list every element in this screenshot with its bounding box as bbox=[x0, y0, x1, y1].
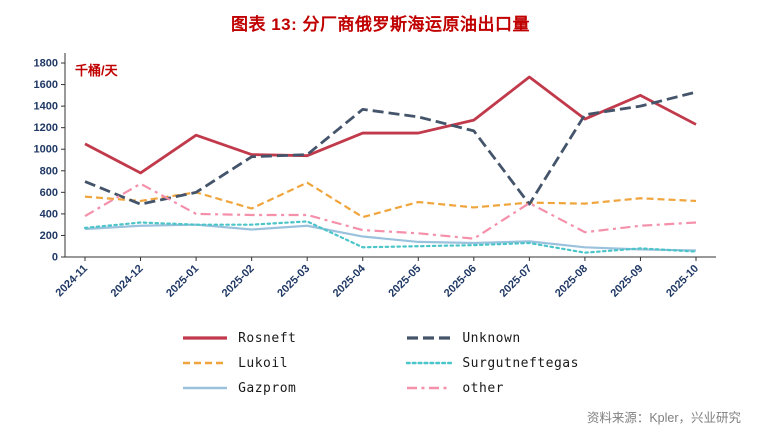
legend-item-other: other bbox=[406, 377, 579, 399]
svg-text:0: 0 bbox=[52, 252, 58, 264]
series-other-line bbox=[84, 182, 697, 240]
y-axis-unit-label: 千桶/天 bbox=[75, 63, 119, 78]
chart-title: 图表 13: 分厂商俄罗斯海运原油出口量 bbox=[230, 15, 531, 34]
legend: Rosneft Lukoil Gazprom Unknown Surgutneftega… bbox=[0, 327, 761, 399]
svg-text:1800: 1800 bbox=[34, 58, 58, 70]
legend-label: other bbox=[462, 380, 504, 396]
svg-text:2025-01: 2025-01 bbox=[164, 263, 201, 300]
legend-label: Lukoil bbox=[238, 355, 289, 371]
svg-text:800: 800 bbox=[40, 165, 58, 177]
source-note: 资料来源：Kpler，兴业研究 bbox=[586, 411, 741, 425]
legend-swatch-rosneft bbox=[183, 336, 228, 340]
svg-text:1000: 1000 bbox=[34, 144, 58, 156]
legend-item-gazprom: Gazprom bbox=[182, 377, 296, 399]
legend-item-unknown: Unknown bbox=[406, 327, 579, 349]
series-rosneft-line bbox=[84, 75, 697, 175]
svg-text:2025-09: 2025-09 bbox=[609, 263, 646, 300]
svg-text:2024-11: 2024-11 bbox=[54, 263, 91, 300]
svg-text:1400: 1400 bbox=[34, 101, 58, 113]
svg-text:2025-10: 2025-10 bbox=[664, 263, 701, 300]
svg-text:2025-08: 2025-08 bbox=[553, 263, 590, 300]
legend-item-rosneft: Rosneft bbox=[182, 327, 296, 349]
svg-text:2025-02: 2025-02 bbox=[220, 263, 257, 300]
svg-text:1200: 1200 bbox=[34, 122, 58, 134]
svg-text:600: 600 bbox=[40, 187, 58, 199]
legend-label: Unknown bbox=[462, 330, 521, 346]
legend-swatch-gazprom bbox=[183, 386, 228, 390]
svg-text:400: 400 bbox=[40, 208, 58, 220]
svg-text:2025-03: 2025-03 bbox=[275, 263, 312, 300]
svg-text:2025-05: 2025-05 bbox=[386, 263, 423, 300]
legend-item-lukoil: Lukoil bbox=[182, 352, 296, 374]
svg-text:2025-07: 2025-07 bbox=[497, 263, 534, 300]
series-lukoil-line bbox=[84, 181, 697, 219]
legend-swatch-unknown bbox=[407, 336, 452, 340]
svg-text:2025-06: 2025-06 bbox=[442, 263, 479, 300]
svg-text:200: 200 bbox=[40, 230, 58, 242]
legend-swatch-other bbox=[407, 386, 452, 390]
svg-text:2024-12: 2024-12 bbox=[109, 263, 146, 300]
series-unknown-line bbox=[84, 90, 697, 206]
series-surgutneftegas-line bbox=[83, 220, 698, 254]
legend-swatch-surgutneftegas bbox=[406, 361, 453, 365]
legend-label: Surgutneftegas bbox=[462, 355, 579, 371]
legend-swatch-lukoil bbox=[183, 361, 228, 365]
svg-text:1600: 1600 bbox=[34, 79, 58, 91]
svg-text:2025-04: 2025-04 bbox=[331, 262, 369, 300]
legend-item-surgutneftegas: Surgutneftegas bbox=[406, 352, 579, 374]
legend-label: Gazprom bbox=[238, 380, 297, 396]
legend-label: Rosneft bbox=[238, 330, 297, 346]
line-chart: 0 200 400 600 800 1000 1200 1400 1600 1800 2024-11… bbox=[34, 53, 716, 300]
